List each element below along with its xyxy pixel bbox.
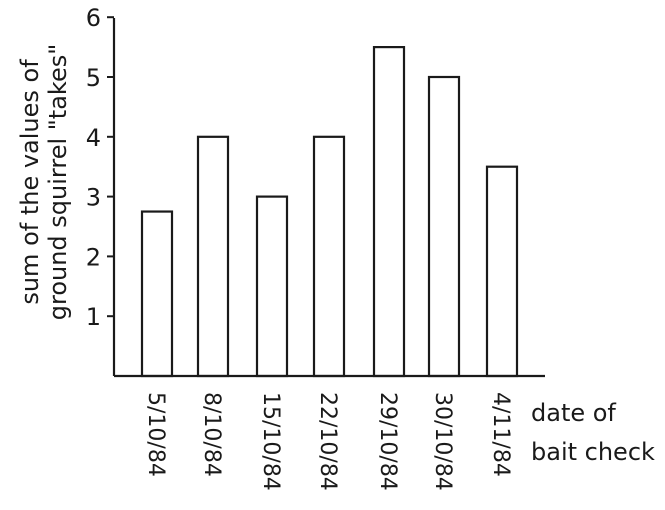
x-tick-label: 30/10/84 bbox=[430, 392, 455, 491]
y-axis-label-line-1: sum of the values of bbox=[16, 59, 44, 305]
x-tick-label: 22/10/84 bbox=[315, 392, 340, 491]
bar-22-10-84 bbox=[312, 135, 346, 378]
y-axis-ticks: 1 2 3 4 5 6 bbox=[86, 4, 114, 331]
bar-30-10-84 bbox=[427, 75, 461, 378]
y-tick-label: 5 bbox=[86, 64, 101, 92]
y-axis-label-line-2: ground squirrel "takes" bbox=[44, 44, 72, 321]
x-axis-tick-labels: 5/10/84 8/10/84 15/10/84 22/10/84 29/10/84 30… bbox=[143, 392, 513, 491]
bar-15-10-84 bbox=[255, 195, 289, 378]
x-tick-label: 4/11/84 bbox=[488, 392, 513, 477]
y-tick-label: 6 bbox=[86, 4, 101, 32]
y-tick-label: 1 bbox=[86, 303, 101, 331]
x-axis-label-line-1: date of bbox=[531, 399, 616, 427]
bar-8-10-84 bbox=[196, 135, 230, 378]
y-axis-label: sum of the values of ground squirrel "ta… bbox=[16, 44, 72, 321]
y-tick-label: 3 bbox=[86, 184, 101, 212]
y-tick-label: 2 bbox=[86, 243, 101, 271]
x-axis-label-line-2: bait check bbox=[531, 438, 655, 466]
bar-29-10-84 bbox=[372, 45, 406, 378]
x-tick-label: 29/10/84 bbox=[375, 392, 400, 491]
bars bbox=[140, 45, 519, 378]
x-tick-label: 5/10/84 bbox=[143, 392, 168, 477]
x-tick-label: 8/10/84 bbox=[199, 392, 224, 477]
bar-4-11-84 bbox=[485, 165, 519, 378]
bar-5-10-84 bbox=[140, 210, 174, 378]
y-tick-label: 4 bbox=[86, 124, 101, 152]
x-tick-label: 15/10/84 bbox=[258, 392, 283, 491]
x-axis-label: date of bait check bbox=[531, 399, 655, 466]
